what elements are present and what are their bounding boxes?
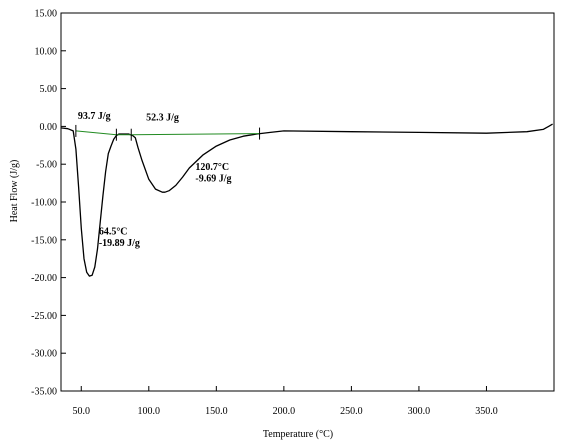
y-tick-label: 5.00 (40, 84, 58, 95)
annotation-label: 64.5°C (99, 227, 128, 238)
x-tick-label: 200.0 (273, 406, 296, 417)
annotation-label: 120.7°C (195, 162, 229, 173)
y-tick-label: 0.00 (40, 122, 58, 133)
plot-frame (60, 12, 555, 392)
y-tick-label: -10.00 (31, 198, 57, 209)
series-group (60, 123, 553, 277)
x-tick-label: 50.0 (73, 406, 91, 417)
y-tick-label: -5.00 (36, 160, 57, 171)
x-tick-label: 300.0 (408, 406, 431, 417)
x-tick-label: 100.0 (138, 406, 161, 417)
x-axis: 50.0 100.0 150.0 200.0 250.0 300.0 350.0 (73, 386, 498, 417)
y-tick-label: -30.00 (31, 349, 57, 360)
annotation-label: 93.7 J/g (78, 111, 111, 122)
heat-flow-curve (60, 123, 553, 277)
annotations-group: 93.7 J/g 52.3 J/g 120.7°C-9.69 J/g 64.5°C-1… (78, 111, 232, 249)
annotation-label: 52.3 J/g (146, 112, 179, 123)
y-axis-title: Heat Flow (J/g) (9, 160, 20, 223)
y-axis: 15.00 10.00 5.00 0.00 -5.00 -10.00 -15.00 -20.0… (31, 9, 66, 398)
x-tick-label: 150.0 (205, 406, 228, 417)
y-tick-label: 10.00 (35, 46, 58, 57)
x-tick-label: 250.0 (340, 406, 363, 417)
annotation-label: -9.69 J/g (195, 174, 231, 185)
y-tick-label: -20.00 (31, 273, 57, 284)
y-tick-label: -15.00 (31, 235, 57, 246)
y-tick-label: -25.00 (31, 311, 57, 322)
x-axis-title: Temperature (°C) (263, 429, 333, 440)
y-tick-label: -35.00 (31, 387, 57, 398)
baseline-line (75, 130, 260, 136)
annotation-label: -19.89 J/g (99, 238, 140, 249)
y-tick-label: 15.00 (35, 9, 58, 20)
x-tick-label: 350.0 (475, 406, 498, 417)
